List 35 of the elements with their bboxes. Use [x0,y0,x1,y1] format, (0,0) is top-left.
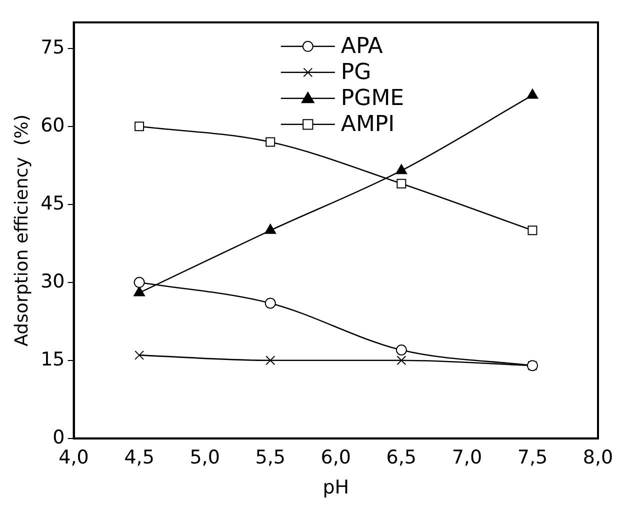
point [266,137,276,147]
legend-label: APA [340,34,383,60]
y-tick-label: 45 [40,192,65,214]
point [266,356,276,366]
point [134,122,144,132]
x-tick-label: 4,5 [124,446,154,469]
point [528,226,538,236]
point [134,350,144,360]
point [396,344,407,356]
legend-label: AMPI [340,112,395,138]
x-tick-label: 4,0 [58,446,89,469]
y-tick-label: 60 [40,114,65,136]
x-tick-label: 8,0 [582,446,614,469]
y-tick-label: 15 [40,348,65,370]
x-tick-label: 5,5 [255,446,286,469]
x-tick-label: 7,5 [517,446,548,469]
point [396,356,406,366]
point [134,276,145,288]
point [526,88,538,99]
x-tick-label: 6,5 [386,446,417,469]
point [264,224,276,234]
x-tick-label: 7,0 [452,446,482,469]
y-axis-title: Adsorption efficiency (%) [11,114,32,346]
point [396,178,406,188]
point [264,298,276,309]
x-tick-label: 6,0 [320,446,351,469]
legend-label: PGME [340,86,404,112]
x-tick-label: 5,0 [190,446,220,469]
point [396,164,408,174]
y-tick-label: 0 [52,426,65,448]
y-tick-label: 75 [40,36,65,58]
y-tick-label: 30 [40,270,65,292]
point [134,286,145,296]
legend-label: PG [340,60,372,86]
x-axis-title: pH [322,476,350,499]
